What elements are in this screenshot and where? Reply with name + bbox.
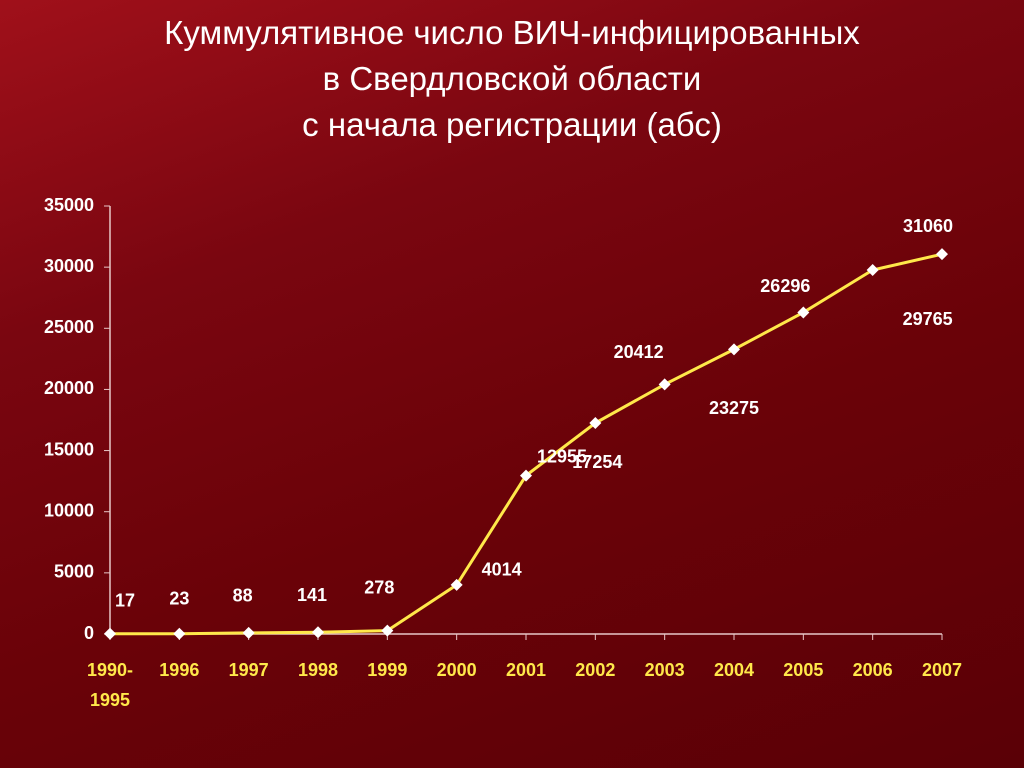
data-label: 12955 <box>537 446 587 466</box>
x-tick-label: 2003 <box>644 660 685 680</box>
data-marker <box>728 343 740 356</box>
x-tick-label: 2006 <box>852 660 893 680</box>
data-marker <box>936 248 948 261</box>
data-label: 26296 <box>760 276 810 296</box>
y-tick-label: 35000 <box>44 195 94 215</box>
x-tick-label: 1990- 1995 <box>86 660 134 710</box>
chart-title: Куммулятивное число ВИЧ-инфицированных в… <box>164 14 860 143</box>
data-label: 141 <box>297 585 327 605</box>
x-tick-label: 2005 <box>783 660 824 680</box>
data-marker <box>520 469 532 482</box>
x-tick-label: 2004 <box>713 660 755 680</box>
data-marker <box>242 626 255 639</box>
y-tick-label: 15000 <box>44 439 94 459</box>
y-tick-label: 0 <box>84 623 94 643</box>
y-tick-label: 5000 <box>54 562 94 582</box>
y-tick-label: 20000 <box>44 378 94 398</box>
x-tick-label: 2007 <box>921 660 963 680</box>
x-tick-label: 1999 <box>367 660 408 680</box>
data-marker <box>381 624 394 637</box>
data-label: 17254 <box>572 452 622 472</box>
data-label: 23 <box>169 588 189 608</box>
x-tick-label: 2000 <box>436 660 477 680</box>
x-tick-label: 1998 <box>297 660 339 680</box>
x-tick-label: 2002 <box>575 660 616 680</box>
data-marker <box>312 626 324 639</box>
data-marker <box>797 306 810 319</box>
data-marker <box>450 578 463 591</box>
x-tick-label: 2001 <box>505 660 547 680</box>
data-label: 31060 <box>903 216 953 236</box>
x-tick-label: 1996 <box>159 660 200 680</box>
data-marker <box>866 264 879 277</box>
data-label: 20412 <box>614 342 664 362</box>
data-label: 29765 <box>903 309 953 329</box>
data-label: 23275 <box>709 398 759 418</box>
data-marker <box>658 378 671 391</box>
data-line <box>109 252 943 636</box>
y-tick-label: 10000 <box>44 500 94 520</box>
data-marker <box>589 417 602 430</box>
y-tick-label: 25000 <box>44 317 94 337</box>
data-label: 17 <box>115 591 135 611</box>
y-tick-label: 30000 <box>44 256 94 276</box>
x-tick-label: 1997 <box>228 660 269 680</box>
data-marker <box>104 627 116 640</box>
data-marker <box>173 627 186 640</box>
data-label: 278 <box>364 577 394 597</box>
data-label: 4014 <box>482 560 522 580</box>
data-label: 88 <box>233 586 253 606</box>
